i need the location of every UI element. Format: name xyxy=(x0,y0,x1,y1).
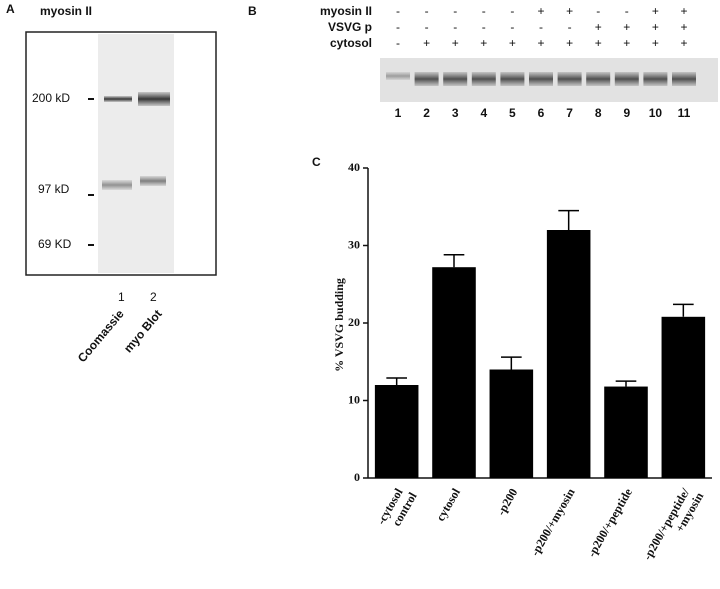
panel-header: myosin II xyxy=(40,4,92,18)
x-tick-label: -p200 xyxy=(494,486,520,518)
gel-band xyxy=(140,176,166,186)
sign: - xyxy=(396,36,400,50)
y-tick-label: 30 xyxy=(348,237,360,251)
error-bar xyxy=(443,254,465,268)
gel-band xyxy=(386,72,410,80)
lane-number: 11 xyxy=(678,106,691,120)
gel-band xyxy=(529,72,553,86)
lane-number: 2 xyxy=(423,106,430,120)
sign: + xyxy=(595,20,602,34)
lane-number: 6 xyxy=(538,106,545,120)
panel-letter: C xyxy=(312,155,321,169)
x-tick-label: -p200/+myosin xyxy=(528,486,578,559)
sign: + xyxy=(652,36,659,50)
gel-band xyxy=(500,72,525,86)
row-label: cytosol xyxy=(330,36,372,50)
sign: + xyxy=(680,4,687,18)
y-tick-label: 40 xyxy=(348,160,360,174)
sign: - xyxy=(425,4,429,18)
sign: - xyxy=(453,4,457,18)
sign: + xyxy=(537,4,544,18)
y-tick-label: 0 xyxy=(354,470,360,484)
sign: + xyxy=(595,36,602,50)
error-bar xyxy=(501,356,522,370)
bar xyxy=(604,386,648,478)
row-label: myosin II xyxy=(320,4,372,18)
gel-band xyxy=(104,96,132,102)
marker-label: 97 kD xyxy=(38,182,70,196)
gel-band xyxy=(443,72,468,86)
gel-band xyxy=(614,72,639,86)
row-label: VSVG p xyxy=(328,20,372,34)
marker-label: 200 kD xyxy=(32,91,70,105)
lane-label: myo Blot xyxy=(121,307,165,355)
sign: + xyxy=(566,4,573,18)
bar xyxy=(661,316,706,478)
gel-lanes xyxy=(98,34,174,273)
sign: + xyxy=(423,36,430,50)
sign: - xyxy=(482,4,486,18)
marker-label: 69 KD xyxy=(38,237,72,251)
sign: + xyxy=(623,20,630,34)
sign: - xyxy=(396,4,400,18)
lane-label: Coomassie xyxy=(75,307,127,365)
lane-number: 3 xyxy=(452,106,459,120)
sign: - xyxy=(396,20,400,34)
lane-number: 8 xyxy=(595,106,602,120)
panel-letter: B xyxy=(248,4,257,18)
error-bar xyxy=(558,209,579,230)
bar xyxy=(489,369,534,478)
y-axis-label: % VSVG budding xyxy=(332,278,346,372)
sign: - xyxy=(568,20,572,34)
sign: - xyxy=(453,20,457,34)
bar xyxy=(374,385,419,478)
sign: + xyxy=(509,36,516,50)
sign: + xyxy=(452,36,459,50)
sign: - xyxy=(482,20,486,34)
x-tick-label: cytosol xyxy=(433,485,463,523)
x-tick-label: -p200/+peptide xyxy=(584,485,635,559)
gel-band xyxy=(672,72,696,86)
lane-number: 7 xyxy=(566,106,573,120)
sign: - xyxy=(596,4,600,18)
gel-band xyxy=(414,72,439,86)
lane-number: 4 xyxy=(480,106,487,120)
lane-number: 10 xyxy=(649,106,663,120)
error-bar xyxy=(615,380,637,387)
sign: + xyxy=(652,20,659,34)
lane-number: 2 xyxy=(150,290,157,304)
lane-number: 1 xyxy=(118,290,125,304)
gel-band xyxy=(102,180,132,190)
gel-band xyxy=(586,72,611,86)
sign: + xyxy=(480,36,487,50)
sign: - xyxy=(510,4,514,18)
sign: + xyxy=(566,36,573,50)
sign: - xyxy=(510,20,514,34)
sign: - xyxy=(539,20,543,34)
error-bar xyxy=(386,377,407,385)
sign: + xyxy=(680,20,687,34)
lane-number: 1 xyxy=(395,106,402,120)
gel-band xyxy=(557,72,582,86)
gel-band xyxy=(138,92,170,106)
lane-number: 9 xyxy=(623,106,630,120)
error-bar xyxy=(673,303,694,317)
panel-letter: A xyxy=(6,2,15,16)
sign: + xyxy=(680,36,687,50)
sign: + xyxy=(537,36,544,50)
y-tick-label: 20 xyxy=(348,315,360,329)
sign: - xyxy=(625,4,629,18)
gel-band xyxy=(643,72,668,86)
y-tick-label: 10 xyxy=(348,392,360,406)
bar xyxy=(432,267,476,478)
lane-number: 5 xyxy=(509,106,516,120)
sign: + xyxy=(652,4,659,18)
gel-band xyxy=(471,72,496,86)
bar xyxy=(546,230,591,478)
sign: + xyxy=(623,36,630,50)
sign: - xyxy=(425,20,429,34)
